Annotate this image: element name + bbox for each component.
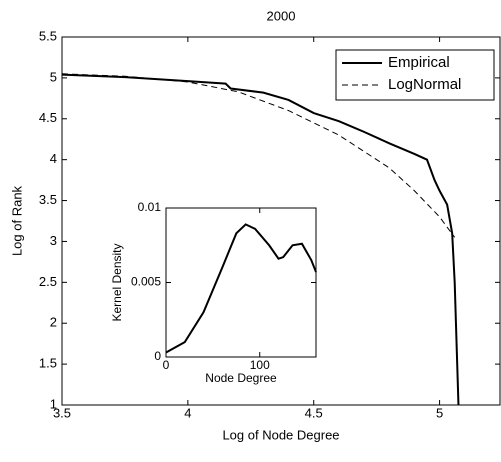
y-tick-label: 2 [50, 315, 57, 330]
series-line [61, 73, 460, 406]
legend-box [335, 49, 495, 101]
y-tick-label: 0.005 [131, 275, 161, 289]
y-tick-label: 5 [50, 69, 57, 84]
y-tick-label: 2.5 [39, 274, 57, 289]
x-tick-label: 0 [163, 358, 170, 372]
y-tick-label: 1.5 [39, 356, 57, 371]
y-tick-label: 4 [50, 151, 57, 166]
x-tick-label: 100 [250, 358, 270, 372]
x-tick-label: 4.5 [305, 405, 323, 420]
x-tick-label: 5 [436, 405, 443, 420]
y-tick-label: 5.5 [39, 28, 57, 43]
y-tick-label: 4.5 [39, 110, 57, 125]
series-line [61, 73, 456, 238]
x-axis-label: Node Degree [205, 371, 277, 385]
y-tick-label: 1 [50, 396, 57, 411]
x-axis-label: Log of Node Degree [222, 427, 339, 442]
y-axis-label: Log of Rank [9, 185, 24, 256]
series-line [165, 223, 317, 354]
y-tick-label: 3 [50, 233, 57, 248]
chart-title: 2000 [267, 8, 296, 23]
y-tick-label: 0.01 [138, 200, 162, 214]
x-tick-label: 4 [184, 405, 191, 420]
legend-label: LogNormal [388, 76, 461, 93]
legend-label: Empirical [388, 54, 450, 71]
y-tick-label: 3.5 [39, 192, 57, 207]
y-tick-label: 0 [154, 349, 161, 363]
x-tick-label: 3.5 [53, 405, 71, 420]
y-axis-label: Kernel Density [110, 243, 124, 321]
